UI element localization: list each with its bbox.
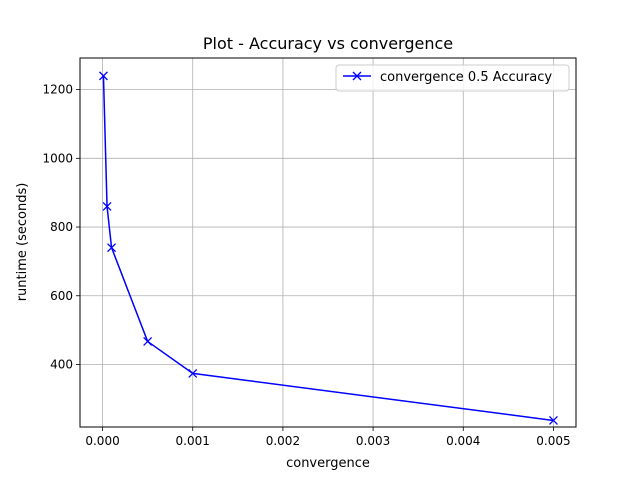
x-tick-label: 0.003 <box>356 434 390 448</box>
plot-area-frame <box>79 57 577 428</box>
x-tick-label: 0.000 <box>85 434 119 448</box>
axis-ticks: 0.000 0.001 0.002 0.003 0.004 0.005 400 600 800 1… <box>42 83 570 448</box>
y-tick-label: 400 <box>50 357 73 371</box>
data-point-marker <box>98 71 108 81</box>
series-line <box>102 75 554 422</box>
x-tick-label: 0.005 <box>536 434 570 448</box>
chart-title: Plot - Accuracy vs convergence <box>203 34 453 53</box>
data-point-marker <box>188 368 198 378</box>
data-point-marker <box>548 416 558 425</box>
x-tick-label: 0.004 <box>446 434 480 448</box>
y-tick-label: 800 <box>50 220 73 234</box>
x-axis-label: convergence <box>286 456 370 471</box>
y-tick-label: 1200 <box>42 83 73 97</box>
x-tick-label: 0.002 <box>266 434 300 448</box>
legend: convergence 0.5 Accuracy <box>335 64 570 92</box>
legend-marker-x-icon <box>352 71 362 81</box>
legend-x-marker <box>352 71 362 81</box>
data-point-marker <box>102 201 112 211</box>
data-series <box>98 71 558 425</box>
data-point-marker <box>143 336 153 346</box>
x-tick-label: 0.001 <box>176 434 210 448</box>
legend-box <box>335 64 570 92</box>
y-axis-label: runtime (seconds) <box>15 183 30 302</box>
y-tick-label: 600 <box>50 289 73 303</box>
y-tick-label: 1000 <box>42 151 73 165</box>
data-point-marker <box>107 243 117 253</box>
legend-entry-label: convergence 0.5 Accuracy <box>380 70 552 85</box>
